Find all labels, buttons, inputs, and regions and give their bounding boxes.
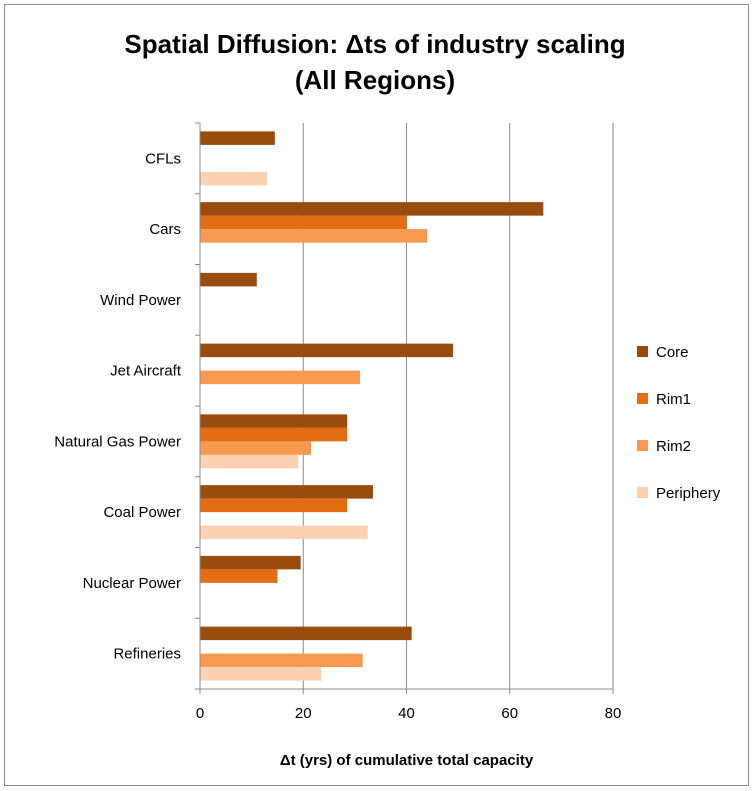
category-label: Refineries — [113, 646, 181, 663]
bar-periphery-refineries — [200, 667, 322, 681]
bar-core-jet-aircraft — [200, 343, 453, 358]
bar-core-refineries — [200, 626, 412, 641]
bar-rim1-coal-power — [200, 498, 348, 513]
legend-label-periphery: Periphery — [656, 485, 721, 502]
bar-core-natural-gas-power — [200, 414, 348, 428]
bar-core-cars — [200, 202, 544, 216]
legend-swatch-rim2 — [637, 440, 648, 451]
legend: Core Rim1 Rim2 Periphery — [637, 344, 721, 502]
legend-label-rim2: Rim2 — [656, 438, 691, 455]
bar-rim2-jet-aircraft — [200, 370, 361, 385]
bars — [200, 131, 544, 681]
legend-swatch-rim1 — [637, 393, 648, 404]
legend-label-core: Core — [656, 344, 689, 361]
x-tick-label: 40 — [398, 705, 415, 722]
bar-core-nuclear-power — [200, 555, 301, 570]
x-tick-label: 60 — [501, 705, 518, 722]
category-label: CFLs — [145, 150, 181, 167]
bar-core-coal-power — [200, 485, 373, 499]
category-label: Jet Aircraft — [110, 363, 182, 380]
legend-swatch-core — [637, 346, 648, 357]
chart-title: Spatial Diffusion: Δts of industry scali… — [0, 26, 750, 98]
category-labels: CFLs Cars Wind Power Jet Aircraft Natural Ga… — [54, 150, 182, 662]
axes — [195, 122, 614, 694]
bar-rim2-natural-gas-power — [200, 441, 311, 455]
bar-rim1-cars — [200, 215, 407, 230]
x-tick-label: 80 — [605, 705, 622, 722]
chart-frame — [4, 4, 749, 786]
category-label: Coal Power — [103, 504, 181, 521]
category-label: Cars — [149, 221, 181, 238]
category-label: Natural Gas Power — [54, 433, 181, 450]
tick-labels: 0 20 40 60 80 — [196, 705, 622, 722]
bar-periphery-cfls — [200, 171, 268, 186]
bar-periphery-natural-gas-power — [200, 454, 299, 469]
bar-core-wind-power — [200, 272, 257, 287]
bar-core-cfls — [200, 131, 275, 145]
x-tick-label: 20 — [295, 705, 312, 722]
bar-rim1-natural-gas-power — [200, 427, 348, 442]
bar-periphery-coal-power — [200, 525, 368, 540]
bar-rim2-cars — [200, 229, 428, 243]
category-label: Wind Power — [100, 292, 181, 309]
legend-label-rim1: Rim1 — [656, 391, 691, 408]
legend-swatch-periphery — [637, 487, 648, 498]
bar-rim1-nuclear-power — [200, 569, 278, 583]
x-tick-label: 0 — [196, 705, 204, 722]
chart-title-line2: (All Regions) — [294, 65, 456, 95]
bar-rim2-refineries — [200, 653, 363, 668]
chart-title-line1: Spatial Diffusion: Δts of industry scali… — [124, 29, 626, 59]
x-axis-title: Δt (yrs) of cumulative total capacity — [280, 752, 534, 769]
category-label: Nuclear Power — [83, 575, 181, 592]
